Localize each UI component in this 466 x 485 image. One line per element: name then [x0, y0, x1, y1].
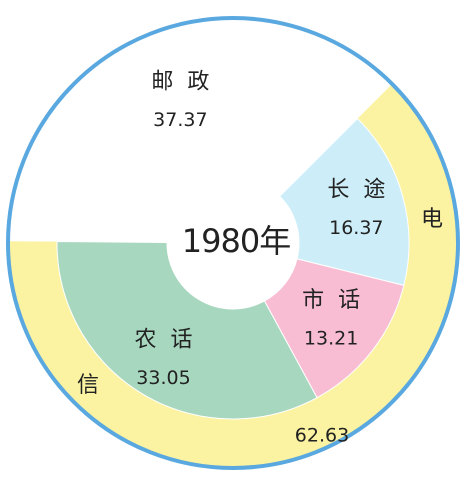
- inner-wedge: [278, 117, 410, 286]
- inner-wedge: [263, 258, 405, 399]
- segment-value: 16.37: [329, 217, 383, 239]
- segment-value: 33.05: [136, 367, 190, 389]
- outer-label: 电: [421, 207, 457, 232]
- outer-value: 62.63: [295, 425, 349, 447]
- segment-name: 邮政: [151, 69, 223, 94]
- border: [6, 16, 460, 470]
- inner-wedge: [56, 241, 318, 420]
- segment-value: 13.21: [304, 327, 358, 349]
- segment-name: 市话: [302, 288, 374, 313]
- other-wedge: [8, 17, 393, 243]
- segment-value: 37.37: [153, 109, 207, 131]
- segment-name: 农话: [135, 328, 207, 353]
- segment-name: 长途: [327, 178, 399, 203]
- center-label: 1980年: [182, 222, 290, 260]
- outer-label: 信: [77, 373, 113, 398]
- outer-wedge: [7, 83, 458, 468]
